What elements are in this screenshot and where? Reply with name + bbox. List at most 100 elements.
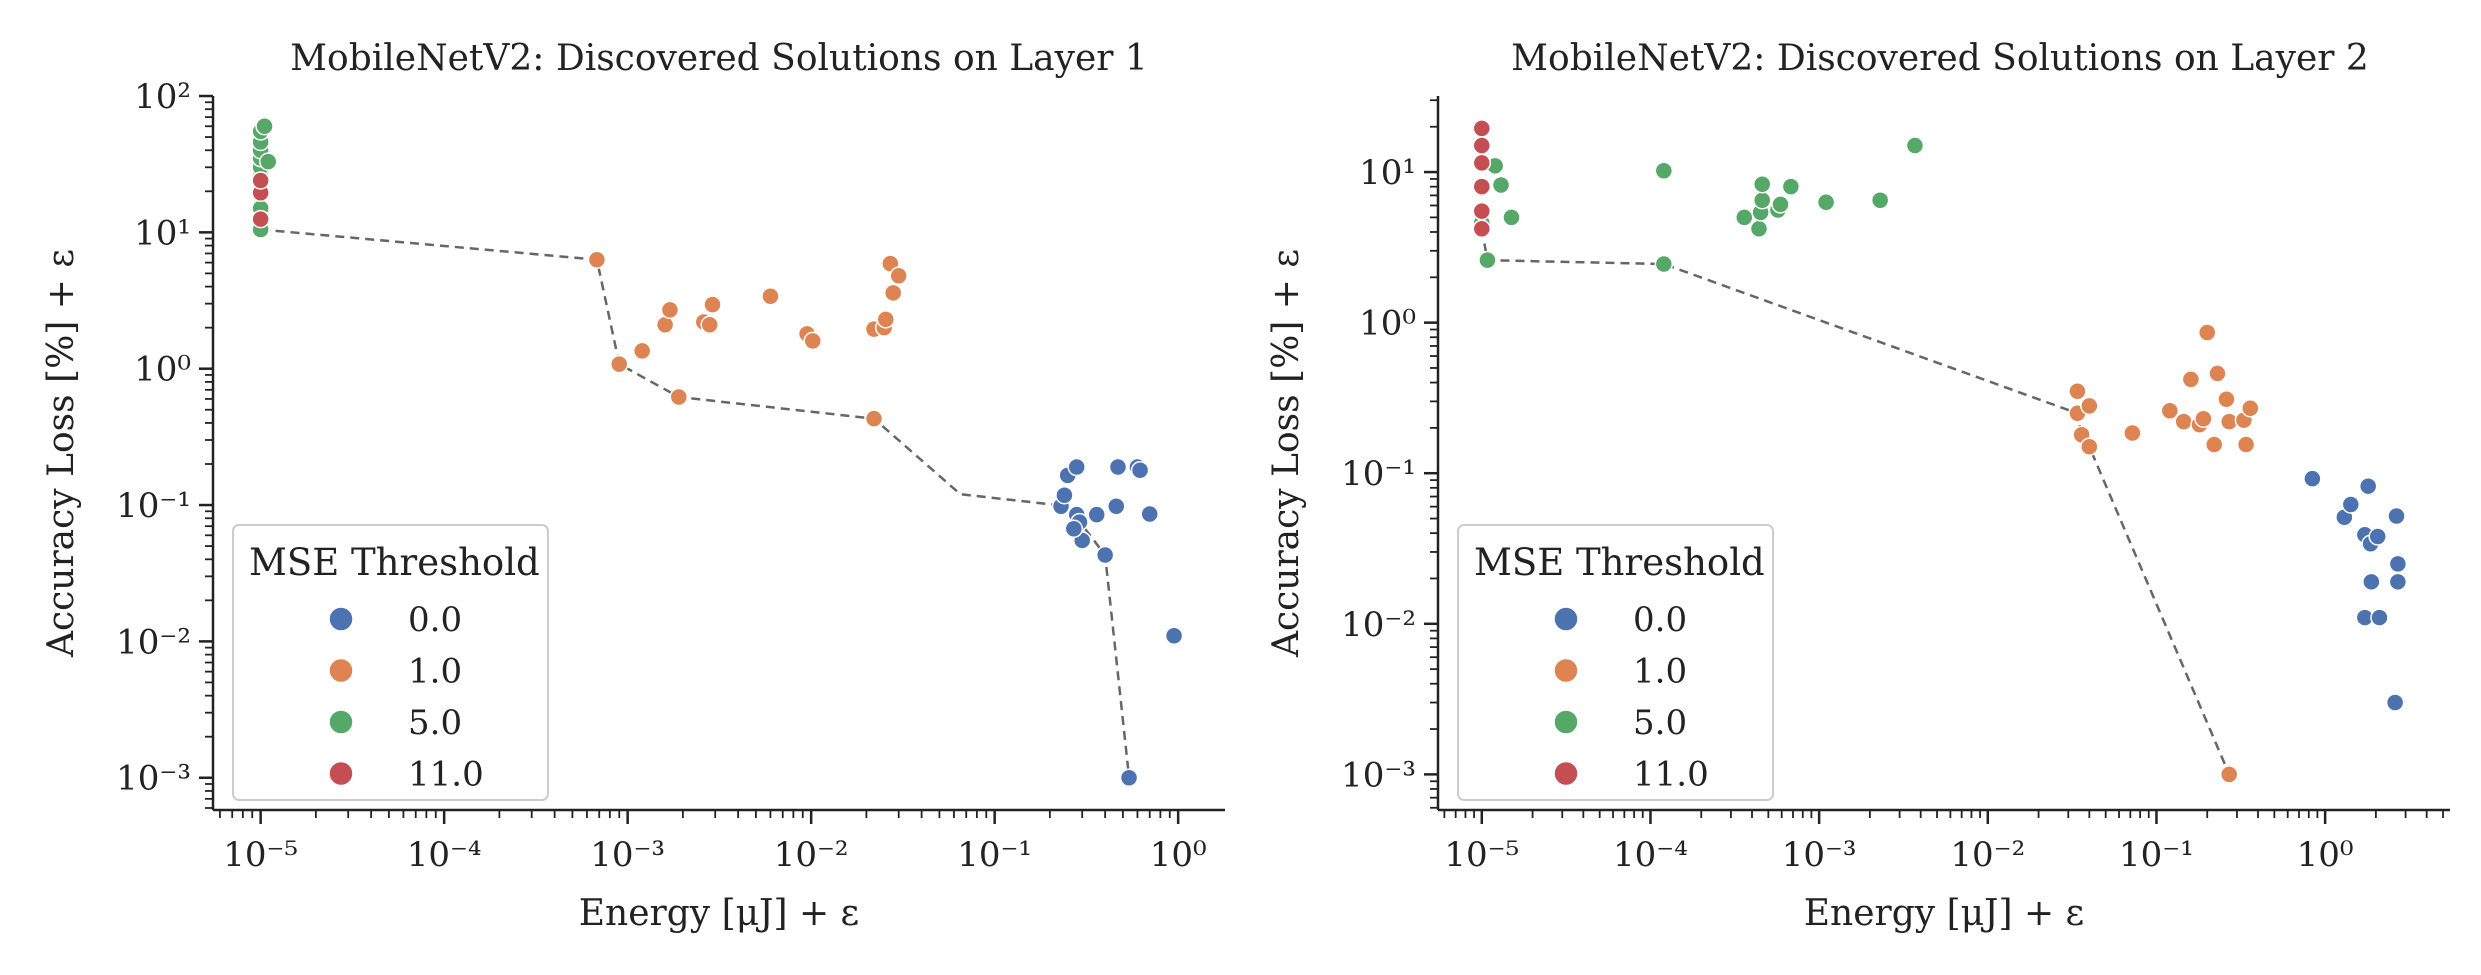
x-tick-label: 10⁻³ <box>590 835 665 875</box>
data-point-mse-1-0 <box>2068 382 2087 401</box>
data-point-mse-5-0 <box>1781 177 1801 196</box>
data-point-mse-1-0 <box>587 250 607 269</box>
data-point-mse-1-0 <box>669 387 689 407</box>
data-point-mse-11-0 <box>1472 201 1492 221</box>
data-point-mse-1-0 <box>2080 396 2099 416</box>
y-tick-label: 10⁰ <box>134 350 191 390</box>
data-point-mse-1-0 <box>2174 412 2193 431</box>
data-point-mse-1-0 <box>2194 409 2213 429</box>
data-point-mse-5-0 <box>1870 190 1890 210</box>
y-tick-label: 10⁻¹ <box>1341 454 1416 494</box>
legend-label: 11.0 <box>408 755 484 795</box>
data-point-mse-1-0 <box>2181 370 2201 389</box>
data-point-mse-11-0 <box>251 209 270 229</box>
data-point-mse-1-0 <box>2123 423 2142 443</box>
y-tick-label: 10¹ <box>134 213 191 253</box>
y-tick-label: 10² <box>134 77 191 117</box>
x-axis-label: Energy [μJ] + ε <box>1804 893 2084 934</box>
layer-2-chart: MobileNetV2: Discovered Solutions on Lay… <box>1266 38 2450 934</box>
data-point-mse-0-0 <box>2387 506 2406 526</box>
legend-box <box>232 524 549 801</box>
legend-label: 0.0 <box>408 600 462 640</box>
data-point-mse-5-0 <box>1502 208 1521 227</box>
x-tick-label: 10⁻⁵ <box>223 835 298 875</box>
x-tick-label: 10⁻¹ <box>957 835 1032 875</box>
x-tick-label: 10⁻² <box>1950 835 2025 875</box>
y-axis-label: Accuracy Loss [%] + ε <box>41 249 82 658</box>
data-point-mse-5-0 <box>1752 174 1772 194</box>
data-point-mse-5-0 <box>258 152 278 171</box>
data-point-mse-0-0 <box>1095 545 1115 565</box>
data-point-mse-0-0 <box>1067 457 1086 477</box>
legend-marker <box>328 606 354 632</box>
data-point-mse-0-0 <box>2385 693 2405 712</box>
data-point-mse-0-0 <box>1087 505 1106 524</box>
data-point-mse-0-0 <box>2368 527 2387 546</box>
y-tick-label: 10⁻² <box>116 622 191 662</box>
data-point-mse-1-0 <box>700 315 719 335</box>
data-point-mse-0-0 <box>1064 519 1084 539</box>
x-tick-label: 10⁻² <box>774 835 849 875</box>
chart-title: MobileNetV2: Discovered Solutions on Lay… <box>1511 38 2369 79</box>
data-point-mse-1-0 <box>703 295 722 314</box>
data-point-mse-1-0 <box>883 283 903 303</box>
x-axis-label: Energy [μJ] + ε <box>579 893 859 934</box>
data-point-mse-0-0 <box>1164 626 1184 646</box>
legend-label: 5.0 <box>408 703 462 743</box>
layer-1-chart: MobileNetV2: Discovered Solutions on Lay… <box>41 38 1225 934</box>
data-point-mse-1-0 <box>610 354 629 374</box>
data-point-mse-11-0 <box>1472 177 1492 196</box>
data-point-mse-1-0 <box>632 341 652 361</box>
data-point-mse-0-0 <box>2341 495 2361 514</box>
y-tick-label: 10⁰ <box>1359 304 1416 344</box>
data-point-mse-0-0 <box>1108 457 1128 477</box>
data-point-mse-5-0 <box>1654 161 1674 181</box>
data-point-mse-11-0 <box>1472 219 1492 239</box>
data-point-mse-0-0 <box>2388 554 2408 574</box>
data-point-mse-0-0 <box>2303 469 2322 488</box>
data-point-mse-11-0 <box>1472 136 1492 155</box>
data-point-mse-1-0 <box>803 331 822 351</box>
data-point-mse-5-0 <box>1905 136 1925 155</box>
data-point-mse-0-0 <box>2388 572 2408 592</box>
data-point-mse-1-0 <box>864 409 884 428</box>
legend-marker <box>1553 606 1579 632</box>
data-point-mse-5-0 <box>1816 193 1836 212</box>
data-point-mse-1-0 <box>2236 435 2256 454</box>
x-tick-label: 10⁻⁵ <box>1444 835 1519 875</box>
data-point-mse-5-0 <box>1752 190 1772 210</box>
data-point-mse-5-0 <box>1654 254 1674 274</box>
x-tick-label: 10⁰ <box>1150 835 1207 875</box>
legend-title: MSE Threshold <box>1474 541 1765 584</box>
x-tick-label: 10⁻³ <box>1782 835 1857 875</box>
x-tick-label: 10⁰ <box>2297 835 2354 875</box>
legend-label: 1.0 <box>1633 652 1687 692</box>
data-point-mse-5-0 <box>1491 175 1511 195</box>
data-point-mse-1-0 <box>660 300 680 320</box>
data-point-mse-1-0 <box>2204 435 2224 454</box>
legend-marker <box>328 709 354 735</box>
legend-label: 0.0 <box>1633 600 1687 640</box>
data-point-mse-1-0 <box>2219 765 2239 784</box>
legend-box <box>1457 524 1774 801</box>
legend-label: 11.0 <box>1633 755 1709 795</box>
data-point-mse-0-0 <box>2362 572 2381 592</box>
x-tick-label: 10⁻¹ <box>2119 835 2194 875</box>
y-tick-label: 10¹ <box>1359 153 1416 193</box>
data-point-mse-0-0 <box>1119 768 1139 787</box>
x-tick-label: 10⁻⁴ <box>1613 835 1688 875</box>
data-point-mse-0-0 <box>2370 608 2389 627</box>
data-point-mse-5-0 <box>1478 250 1497 270</box>
y-tick-label: 10⁻¹ <box>116 486 191 526</box>
data-point-mse-5-0 <box>255 116 274 136</box>
legend-marker <box>328 760 354 787</box>
data-point-mse-1-0 <box>2080 437 2099 456</box>
data-point-mse-1-0 <box>2241 399 2260 418</box>
data-point-mse-1-0 <box>2208 364 2227 383</box>
data-point-mse-0-0 <box>2358 476 2378 496</box>
legend-marker <box>328 657 354 684</box>
data-point-mse-0-0 <box>1140 504 1159 524</box>
chart-title: MobileNetV2: Discovered Solutions on Lay… <box>290 38 1148 79</box>
x-tick-label: 10⁻⁴ <box>407 835 482 875</box>
